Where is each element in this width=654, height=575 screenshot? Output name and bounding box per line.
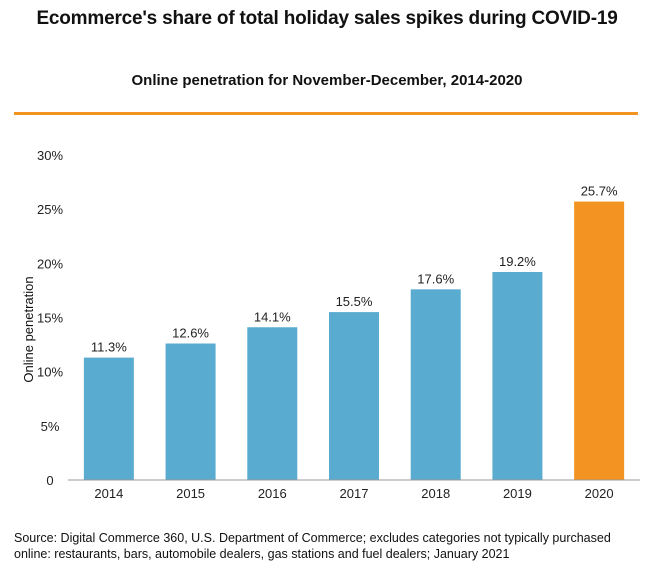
y-tick-label: 15%	[37, 311, 63, 326]
data-label: 11.3%	[91, 340, 127, 355]
y-axis-label: Online penetration	[21, 276, 36, 382]
data-label: 17.6%	[417, 271, 454, 286]
x-tick-label: 2016	[258, 486, 287, 501]
data-label: 25.7%	[581, 184, 618, 199]
chart-title: Ecommerce's share of total holiday sales…	[36, 8, 618, 29]
bar	[492, 272, 543, 480]
bar	[329, 312, 379, 480]
bar	[410, 289, 461, 480]
x-tick-label: 2020	[585, 486, 614, 501]
x-tick-label: 2014	[94, 486, 123, 501]
x-tick-label: 2015	[176, 486, 205, 501]
data-label: 15.5%	[336, 294, 373, 309]
x-tick-label: 2019	[503, 486, 532, 501]
chart-subtitle: Online penetration for November-December…	[131, 72, 523, 89]
orange-divider	[14, 112, 638, 115]
y-tick-label: 20%	[37, 256, 63, 271]
x-tick-label: 2018	[421, 486, 450, 501]
y-tick-label: 25%	[37, 202, 63, 217]
bar-highlight	[574, 201, 625, 480]
data-label: 19.2%	[499, 254, 536, 269]
y-tick-label: 30%	[37, 148, 63, 163]
y-tick-label: 10%	[37, 365, 63, 380]
bar	[247, 327, 298, 480]
y-tick-label: 0	[46, 473, 53, 488]
bar-chart: 0 5% 10% 15% 20% 25% 30% Online penetration 11.3…	[21, 148, 640, 501]
y-tick-label: 5%	[41, 419, 60, 434]
bar	[165, 343, 216, 480]
data-label: 14.1%	[254, 309, 291, 324]
bar	[83, 357, 134, 480]
data-label: 12.6%	[172, 326, 209, 341]
source-note: Source: Digital Commerce 360, U.S. Depar…	[14, 531, 611, 561]
x-tick-label: 2017	[340, 486, 369, 501]
